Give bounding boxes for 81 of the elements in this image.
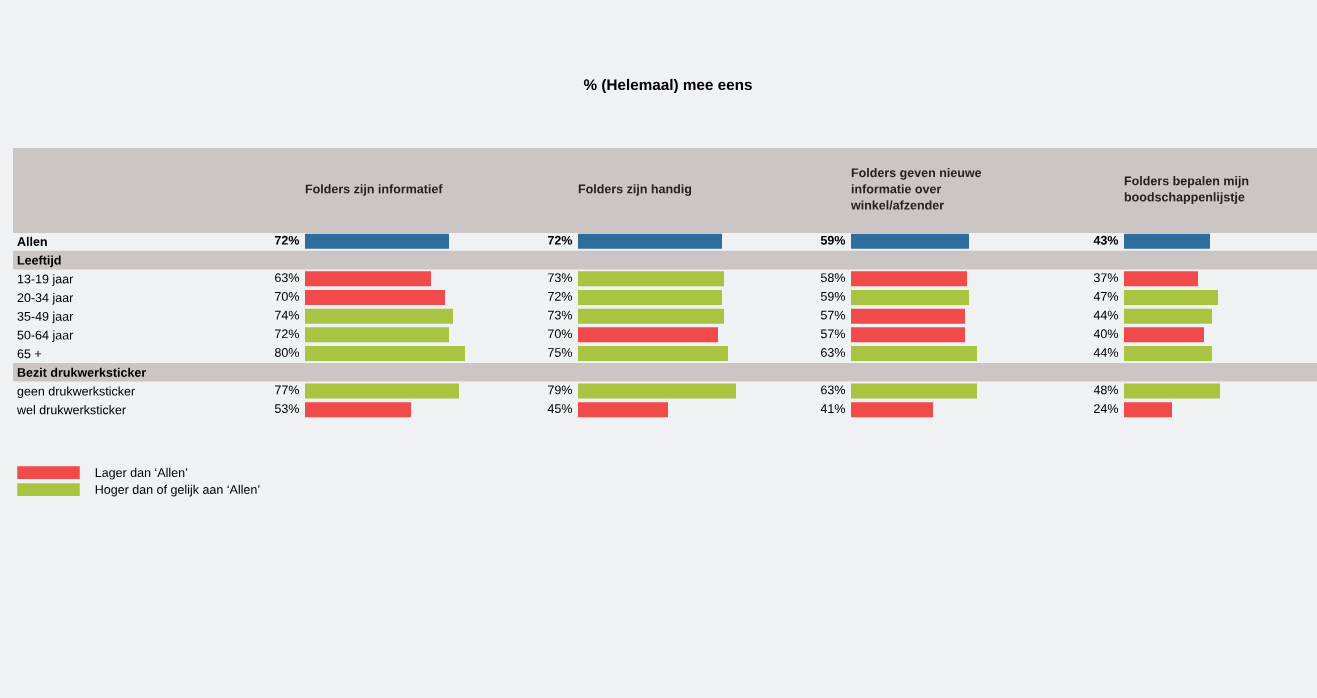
data-label: 40%: [1093, 329, 1118, 339]
bar: [578, 233, 722, 249]
bar: [851, 383, 977, 399]
bar: [305, 402, 411, 418]
y-tick-label: 50-64 jaar: [17, 330, 74, 342]
bar: [578, 346, 728, 362]
y-tick-label: Bezit drukwerksticker: [17, 367, 147, 377]
data-label: 63%: [275, 273, 299, 283]
bar: [851, 346, 977, 362]
y-tick-label: 65 +: [17, 349, 42, 359]
data-label: 72%: [548, 291, 572, 301]
data-label: 72%: [274, 235, 300, 245]
data-label: 57%: [820, 310, 845, 320]
data-label: 70%: [275, 291, 299, 301]
data-label: 59%: [820, 291, 845, 301]
bar: [578, 271, 724, 287]
y-tick-label: wel drukwerksticker: [16, 405, 126, 415]
data-label: 79%: [548, 385, 572, 395]
data-label: 63%: [821, 385, 845, 395]
data-label: 72%: [547, 235, 573, 245]
bar: [1124, 233, 1210, 249]
data-label: 48%: [1093, 385, 1118, 395]
bar: [851, 327, 965, 343]
data-label: 58%: [820, 273, 845, 283]
y-tick-label: 35-49 jaar: [17, 311, 74, 324]
bar: [851, 271, 967, 287]
data-label: 73%: [548, 273, 572, 283]
bar: [851, 308, 965, 324]
bar: [578, 402, 668, 418]
bar: [851, 233, 969, 249]
bar: [1124, 308, 1212, 324]
chart-title: Folders zijn informatief: [305, 184, 443, 196]
data-label: 45%: [547, 404, 572, 414]
data-label: 44%: [1093, 310, 1118, 320]
bar: [851, 289, 969, 305]
data-label: 74%: [275, 310, 299, 320]
data-label: 44%: [1093, 348, 1118, 357]
data-label: 75%: [548, 348, 572, 357]
data-label: 80%: [274, 348, 299, 357]
bar: [1124, 271, 1198, 287]
data-label: 47%: [1093, 292, 1118, 301]
bar: [1124, 383, 1220, 399]
data-label: 73%: [548, 310, 572, 320]
bar: [1124, 327, 1204, 343]
bar: [305, 233, 449, 249]
y-tick-label: 13-19 jaar: [17, 274, 74, 286]
y-tick-label: 20-34 jaar: [17, 292, 74, 305]
data-label: 63%: [821, 348, 845, 357]
data-label: 37%: [1093, 273, 1118, 283]
bar: [305, 308, 453, 324]
bar: [578, 308, 724, 324]
bar: [305, 271, 431, 287]
bar: [578, 289, 722, 305]
y-tick-label: Leeftijd: [17, 255, 61, 268]
bar: [1124, 289, 1218, 305]
y-tick-label: Allen: [17, 236, 47, 246]
chart-title: Folders bepalen mijn boodschappenlijstje: [1124, 176, 1249, 204]
data-label: 77%: [275, 385, 299, 395]
bar: [851, 402, 933, 418]
bar: [305, 327, 449, 343]
data-label: 41%: [820, 404, 845, 413]
data-label: 59%: [820, 235, 846, 245]
data-label: 24%: [1094, 404, 1118, 413]
legend-label: Hoger dan of gelijk aan ‘Allen’: [95, 484, 260, 497]
data-label: 72%: [275, 329, 299, 339]
bar: [305, 289, 445, 305]
legend-label: Lager dan ‘Allen’: [95, 467, 188, 480]
text: % (Helemaal) mee eens: [583, 78, 752, 94]
bar: [1124, 402, 1172, 418]
y-tick-label: geen drukwerksticker: [17, 386, 135, 399]
bar: [578, 327, 718, 343]
data-label: 43%: [1093, 235, 1119, 245]
bar: [1124, 346, 1212, 362]
chart-title: Folders zijn handig: [578, 184, 692, 196]
bar: [305, 383, 459, 399]
bar: [578, 383, 736, 399]
data-label: 70%: [548, 329, 572, 339]
bar: [305, 346, 465, 362]
data-label: 57%: [820, 329, 845, 339]
chart-title: Folders geven nieuwe informatie over winkel/afzender: [850, 167, 982, 210]
data-label: 53%: [274, 404, 299, 414]
